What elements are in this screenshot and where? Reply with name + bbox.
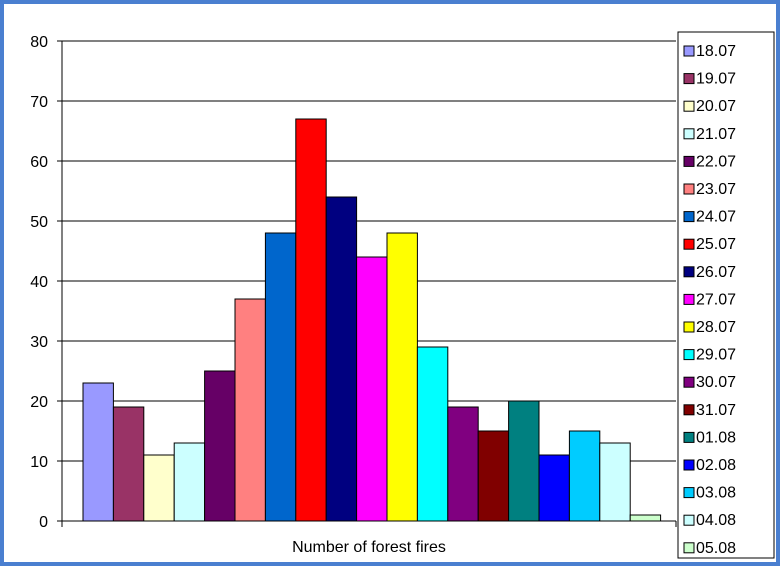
legend-label-21.07: 21.07: [696, 126, 736, 143]
bar-27.07: [356, 256, 388, 522]
legend-label-02.08: 02.08: [696, 457, 736, 474]
legend-swatch-29.07: [683, 349, 695, 361]
legend-swatch-02.08: [683, 459, 695, 471]
legend-swatch-18.07: [683, 45, 695, 57]
bar-22.07: [204, 370, 236, 522]
legend-label-29.07: 29.07: [696, 347, 736, 364]
legend-label-24.07: 24.07: [696, 209, 736, 226]
legend-label-26.07: 26.07: [696, 264, 736, 281]
y-tick-label: 10: [30, 454, 48, 471]
bar-02.08: [538, 454, 570, 522]
bar-03.08: [568, 430, 601, 522]
y-tick-label: 30: [30, 334, 48, 351]
bar-25.07: [295, 118, 327, 522]
legend-label-19.07: 19.07: [696, 71, 736, 88]
legend-swatch-24.07: [683, 211, 695, 223]
y-tick-label: 80: [30, 34, 48, 51]
bar-24.07: [264, 232, 297, 522]
bar-21.07: [173, 442, 206, 522]
bar-26.07: [325, 196, 358, 522]
bar-23.07: [234, 298, 266, 522]
legend-label-30.07: 30.07: [696, 374, 736, 391]
legend-label-23.07: 23.07: [696, 181, 736, 198]
bar-29.07: [416, 346, 449, 522]
y-tick-label: 20: [30, 394, 48, 411]
legend-swatch-19.07: [683, 73, 695, 85]
legend-swatch-20.07: [683, 100, 695, 112]
legend-swatch-22.07: [683, 155, 695, 167]
legend-label-22.07: 22.07: [696, 153, 736, 170]
bar-19.07: [112, 406, 145, 522]
legend-swatch-30.07: [683, 376, 695, 388]
legend-swatch-01.08: [683, 431, 695, 443]
legend-swatch-28.07: [683, 321, 695, 333]
legend-label-04.08: 04.08: [696, 512, 736, 529]
y-tick-label: 70: [30, 94, 48, 111]
legend-swatch-25.07: [683, 238, 695, 250]
y-tick-label: 40: [30, 274, 48, 291]
legend-swatch-26.07: [683, 266, 695, 278]
legend-swatch-23.07: [683, 183, 695, 195]
legend-label-01.08: 01.08: [696, 429, 736, 446]
legend-label-27.07: 27.07: [696, 291, 736, 308]
legend-label-31.07: 31.07: [696, 402, 736, 419]
bar-04.08: [599, 442, 631, 522]
legend-swatch-31.07: [683, 404, 695, 416]
legend-swatch-04.08: [683, 514, 695, 526]
legend-swatch-05.08: [683, 542, 695, 554]
y-tick-label: 0: [39, 514, 48, 531]
bar-28.07: [386, 232, 418, 522]
legend-swatch-03.08: [683, 487, 695, 499]
y-tick-label: 50: [30, 214, 48, 231]
legend-swatch-27.07: [683, 293, 695, 305]
bar-20.07: [143, 454, 175, 522]
legend-label-05.08: 05.08: [696, 540, 736, 557]
legend-swatch-21.07: [683, 128, 695, 140]
bar-31.07: [477, 430, 510, 522]
legend-label-20.07: 20.07: [696, 98, 736, 115]
bar-30.07: [447, 406, 479, 522]
bar-01.08: [508, 400, 540, 522]
legend-label-03.08: 03.08: [696, 485, 736, 502]
legend-label-18.07: 18.07: [696, 43, 736, 60]
bar-18.07: [82, 382, 114, 522]
bar-chart: 0 10 20 30 40 50 60 70 80 Number of forest fires 1…: [30, 31, 775, 559]
legend-label-25.07: 25.07: [696, 236, 736, 253]
x-axis-label: Number of forest fires: [292, 539, 446, 556]
bar-05.08: [629, 514, 662, 522]
y-tick-label: 60: [30, 154, 48, 171]
chart-frame: 0 10 20 30 40 50 60 70 80 Number of forest fires 1…: [4, 4, 776, 562]
legend-label-28.07: 28.07: [696, 319, 736, 336]
